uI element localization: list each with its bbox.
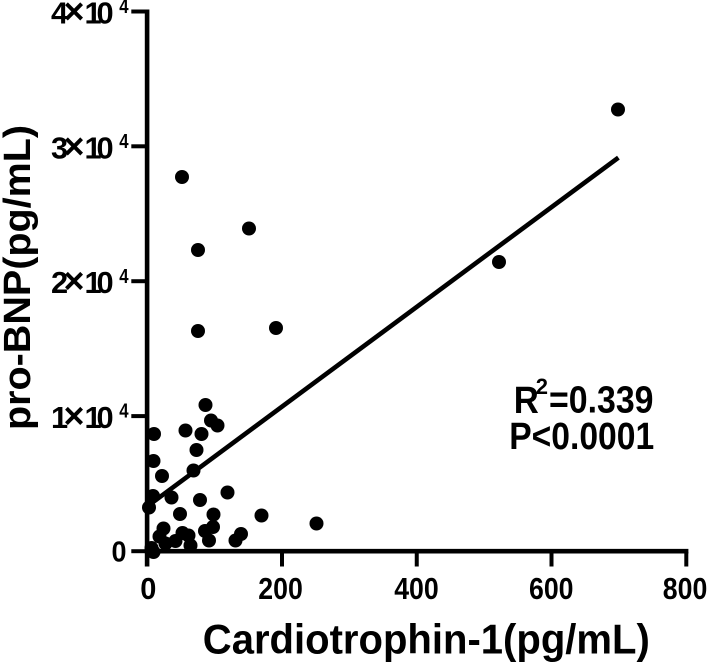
svg-text:1×10: 1×10 <box>51 395 114 436</box>
svg-text:600: 600 <box>529 571 574 606</box>
svg-text:0: 0 <box>112 536 127 568</box>
svg-text:2×10: 2×10 <box>51 260 114 301</box>
svg-text:200: 200 <box>258 571 303 606</box>
svg-text:4: 4 <box>119 266 129 288</box>
svg-text:R: R <box>514 380 539 422</box>
svg-text:4: 4 <box>119 0 129 18</box>
svg-text:400: 400 <box>394 571 439 606</box>
svg-text:4: 4 <box>119 131 129 153</box>
svg-text:=0.339: =0.339 <box>549 380 654 422</box>
svg-text:0: 0 <box>140 571 156 606</box>
svg-text:4: 4 <box>119 401 129 423</box>
svg-text:2: 2 <box>536 374 548 399</box>
svg-text:800: 800 <box>663 571 708 606</box>
svg-text:4×10: 4×10 <box>51 0 114 31</box>
svg-text:pro-BNP(pg/mL): pro-BNP(pg/mL) <box>0 125 39 430</box>
svg-text:3×10: 3×10 <box>51 125 114 166</box>
svg-text:Cardiotrophin-1(pg/mL): Cardiotrophin-1(pg/mL) <box>203 615 650 662</box>
svg-text:P<0.0001: P<0.0001 <box>509 416 654 458</box>
